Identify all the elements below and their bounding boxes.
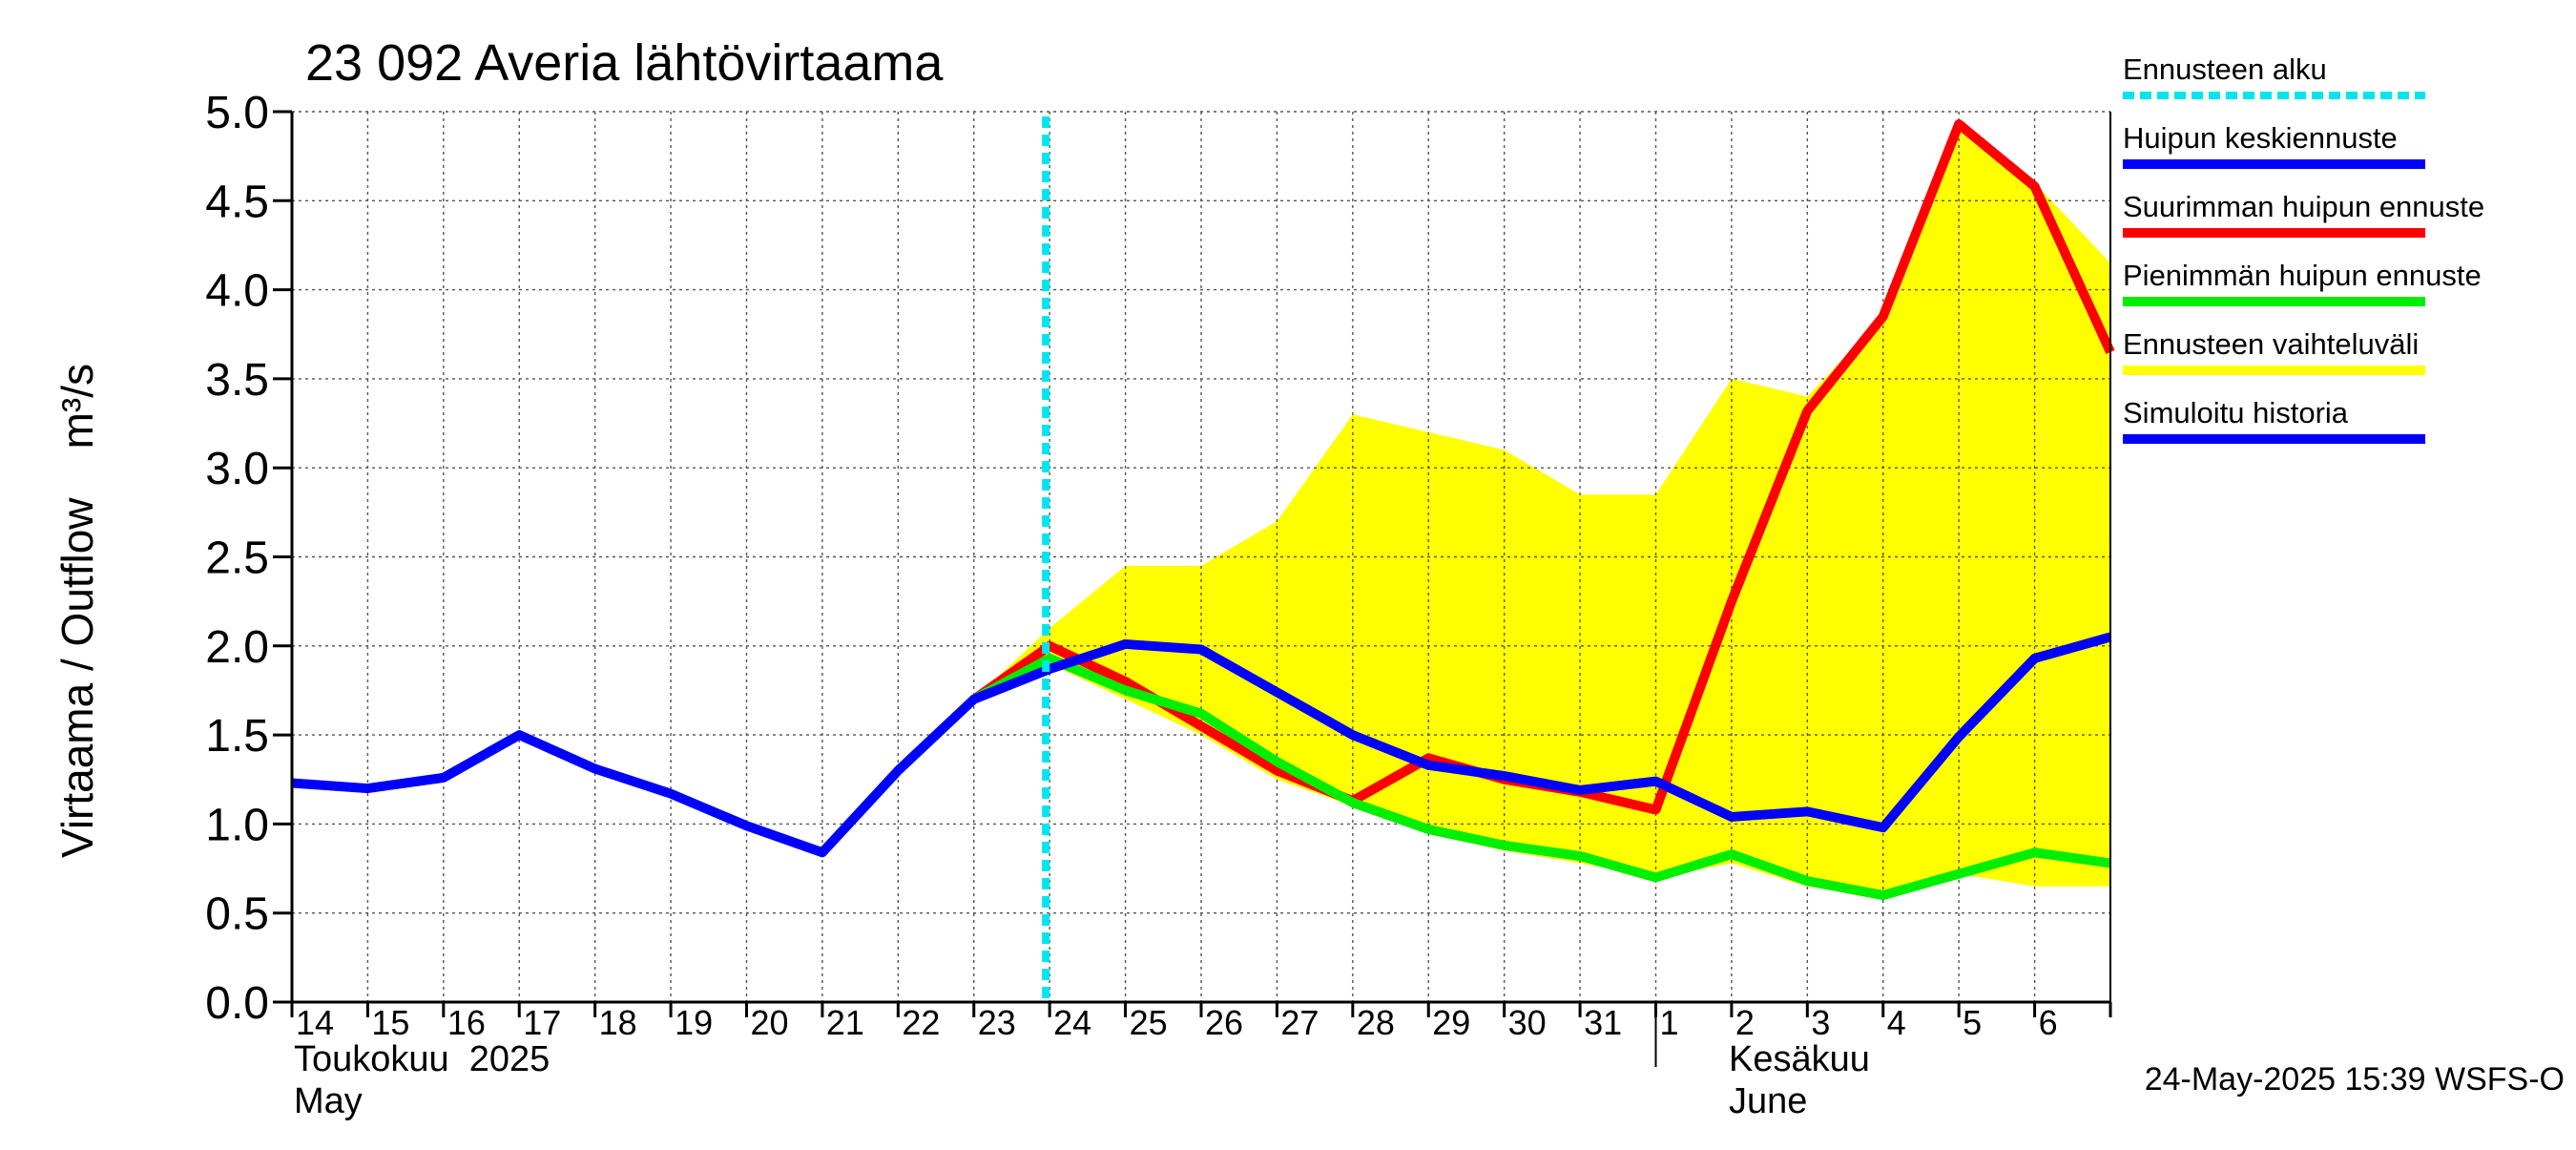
x-tick-label: 14 [296,1003,334,1042]
x-tick-label: 26 [1205,1003,1243,1042]
x-tick-label: 18 [599,1003,637,1042]
series-line-pienimm-n-huipun-ennuste [971,653,2111,901]
month-label-june-fi: Kesäkuu [1729,1039,1870,1079]
series-layer [291,116,2115,1002]
x-tick-label: 3 [1811,1003,1830,1042]
x-tick-label: 22 [902,1003,940,1042]
series-line-huipun-keskiennuste [1048,632,2112,833]
legend-label: Huipun keskiennuste [2123,121,2398,155]
x-tick-label: 6 [2039,1003,2058,1042]
forecast-range-band [973,120,2110,899]
y-axis-label: Virtaama / Outflow m³/s [52,364,102,858]
x-tick-label: 27 [1280,1003,1319,1042]
y-tick-label: 5.0 [205,88,269,138]
y-tick-label: 0.0 [205,978,269,1029]
y-tick-label: 4.0 [205,266,269,317]
y-tick-label: 1.0 [205,800,269,850]
legend-label: Simuloitu historia [2123,396,2349,429]
y-tick-label: 2.5 [205,533,269,584]
y-tick-label: 3.5 [205,355,269,406]
legend-label: Ennusteen alku [2123,52,2327,86]
x-tick-label: 2 [1735,1003,1755,1042]
legend-label: Suurimman huipun ennuste [2123,190,2484,223]
x-tick-label: 4 [1887,1003,1906,1042]
y-tick-label: 2.0 [205,622,269,673]
x-tick-label: 21 [826,1003,864,1042]
x-tick-label: 15 [371,1003,409,1042]
x-tick-label: 20 [751,1003,789,1042]
x-tick-label: 25 [1130,1003,1168,1042]
y-tick-label: 3.0 [205,444,269,494]
x-tick-label: 30 [1508,1003,1547,1042]
x-tick-label: 16 [447,1003,486,1042]
legend-label: Pienimmän huipun ennuste [2123,259,2482,292]
x-tick-label: 19 [675,1003,713,1042]
x-tick-label: 29 [1432,1003,1470,1042]
legend-layer: Ennusteen alku Huipun keskiennuste Suurimm… [2123,52,2484,444]
legend-label: Ennusteen vaihteluväli [2123,327,2419,361]
y-tick-label: 0.5 [205,889,269,940]
y-tick-label: 1.5 [205,711,269,762]
x-tick-label: 24 [1053,1003,1091,1042]
month-label-may-fi: Toukokuu 2025 [294,1039,550,1079]
x-tick-label: 31 [1584,1003,1622,1042]
series-line-simuloitu-historia [291,664,1052,858]
timestamp-footer: 24-May-2025 15:39 WSFS-O [2145,1061,2565,1098]
x-tick-label: 17 [523,1003,561,1042]
chart-title: 23 092 Averia lähtövirtaama [305,34,944,92]
forecast-band-layer [973,120,2110,899]
y-tick-label: 4.5 [205,177,269,227]
month-label-may-en: May [294,1081,363,1121]
x-tick-label: 1 [1660,1003,1679,1042]
month-label-june-en: June [1729,1081,1807,1121]
x-tick-label: 23 [978,1003,1016,1042]
x-tick-label: 28 [1357,1003,1395,1042]
x-tick-label: 5 [1963,1003,1982,1042]
axes-layer: 0.00.51.01.52.02.53.03.54.04.55.014 15 16 1… [205,88,2112,1067]
